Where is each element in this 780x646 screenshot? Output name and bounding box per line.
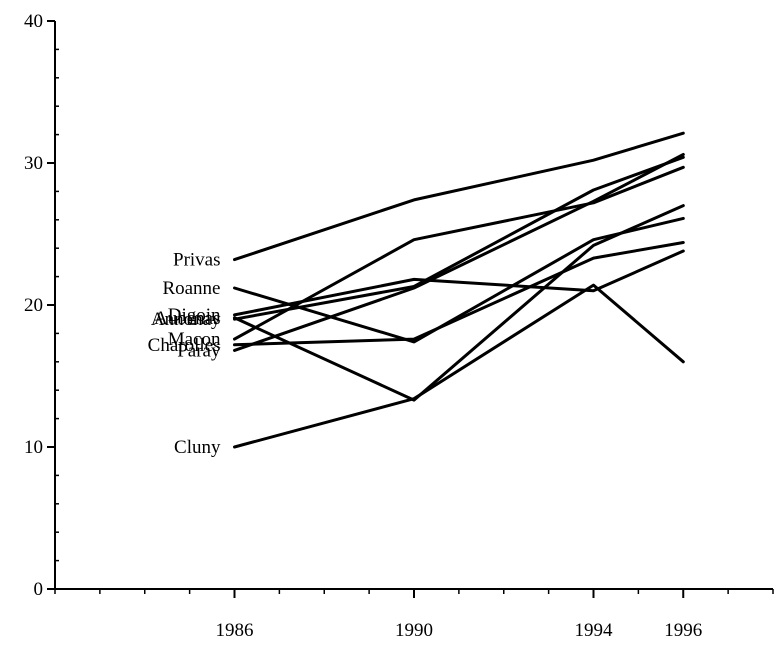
series-line-paray [233,153,685,352]
y-tick-label: 20 [24,295,43,316]
series-label-aubenas: Aubenas [154,308,220,329]
series-group [233,131,685,449]
series-line-macon [233,165,685,341]
series-line-charolles [233,241,685,347]
x-tick-label: 1986 [216,620,254,641]
series-label-privas: Privas [173,250,221,271]
axes: 0 10 20 30 40 1986 1990 1994 1996 [24,11,774,641]
series-label-annonay: Annonay [151,309,221,330]
y-tick-label: 40 [24,11,43,32]
y-tick-label: 10 [24,437,43,458]
series-label-charolles: Charolles [148,335,221,356]
series-label-paray: Paray [177,340,221,361]
series-line-annonay [233,155,685,321]
series-label-digoin: Digoin [168,305,221,326]
series-line-roanne [233,216,685,344]
y-tick-label: 0 [34,579,44,600]
series-label-macon: Macon [168,329,221,350]
y-tick-label: 30 [24,153,43,174]
x-tick-label: 1996 [664,620,702,641]
series-labels: Privas Roanne DigoinAubenasAnnonayMaconCha… [148,250,221,458]
series-line-privas [233,131,685,262]
x-tick-label: 1994 [575,620,614,641]
series-label-roanne: Roanne [162,278,220,299]
series-line-digoin [233,249,685,317]
series-label-cluny: Cluny [174,437,221,458]
x-tick-label: 1990 [395,620,433,641]
series-line-aubenas [233,204,685,402]
series-line-cluny [233,283,685,449]
